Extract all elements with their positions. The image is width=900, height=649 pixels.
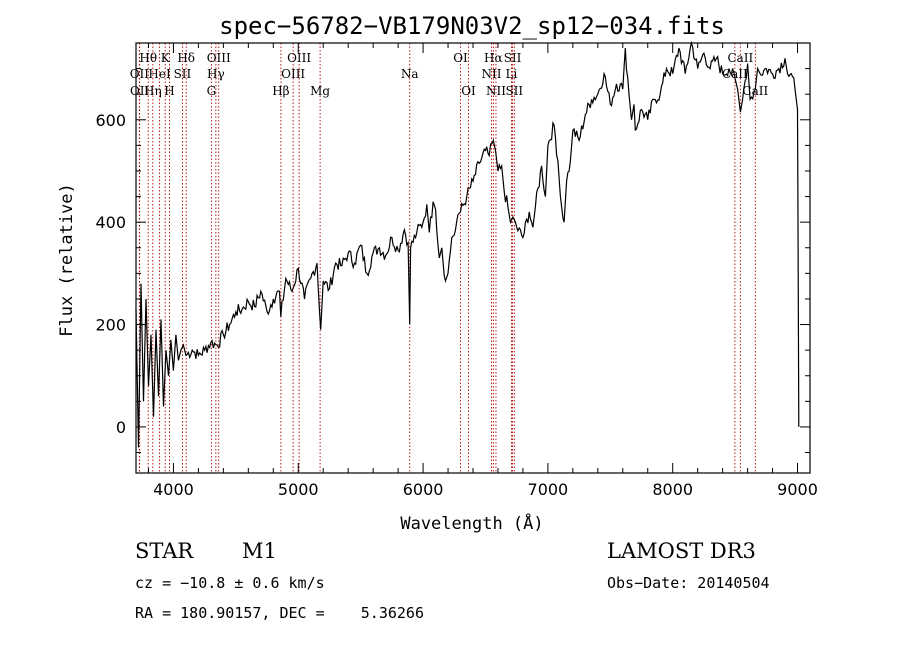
emission-line-markers [138,43,756,473]
emission-line-label: HeI [148,67,171,81]
y-tick-label: 600 [95,111,126,130]
y-tick-label: 0 [116,418,126,437]
x-axis-ticks: 4000 5000 6000 7000 8000 9000 [147,43,818,499]
emission-line-label: CaII [727,51,753,65]
object-class: STAR [135,539,194,563]
emission-line-label: Hη [144,84,162,98]
emission-line-label: OII [130,67,150,81]
emission-line-label: OIII [287,51,311,65]
x-tick-label: 5000 [278,480,319,499]
emission-line-label: NII [481,67,501,81]
emission-line-label: SII [505,84,523,98]
emission-line-label: Li [506,67,518,81]
emission-line-label: OI [461,84,476,98]
emission-line-label: Na [401,67,419,81]
y-tick-label: 200 [95,316,126,335]
x-tick-label: 6000 [403,480,444,499]
chart-title: spec−56782−VB179N03V2_sp12−034.fits [219,12,725,40]
observation-date: Obs−Date: 20140504 [607,574,770,592]
emission-line-label: OIII [281,67,305,81]
emission-line-label: Hδ [177,51,195,65]
emission-line-label: NII [486,84,506,98]
emission-line-label: Hα [484,51,503,65]
coordinates: RA = 180.90157, DEC = 5.36266 [135,604,424,622]
x-tick-label: 8000 [652,480,693,499]
object-subclass: M1 [242,539,277,563]
emission-line-label: SII [174,67,192,81]
y-tick-label: 400 [95,213,126,232]
spectrum-line [135,40,800,448]
emission-line-label: G [207,84,217,98]
x-axis-label: Wavelength (Å) [400,512,543,534]
y-axis-ticks: 0 200 400 600 [95,68,810,454]
emission-line-label: OI [453,51,468,65]
survey-name: LAMOST DR3 [607,539,756,563]
x-tick-label: 4000 [153,480,194,499]
emission-line-label: Hθ [139,51,157,65]
emission-line-label: Hβ [272,84,289,98]
emission-line-label: H [164,84,174,98]
emission-line-label: Mg [310,84,330,98]
emission-line-label: K [161,51,171,65]
x-tick-label: 9000 [777,480,818,499]
emission-line-label: SII [504,51,522,65]
x-tick-label: 7000 [528,480,569,499]
emission-line-label: OIII [207,51,231,65]
plot-frame [135,42,811,474]
emission-line-label: OII [130,84,150,98]
redshift-value: cz = −10.8 ± 0.6 km/s [135,574,325,592]
y-axis-label: Flux (relative) [57,183,77,337]
emission-line-label: Hγ [207,67,225,81]
